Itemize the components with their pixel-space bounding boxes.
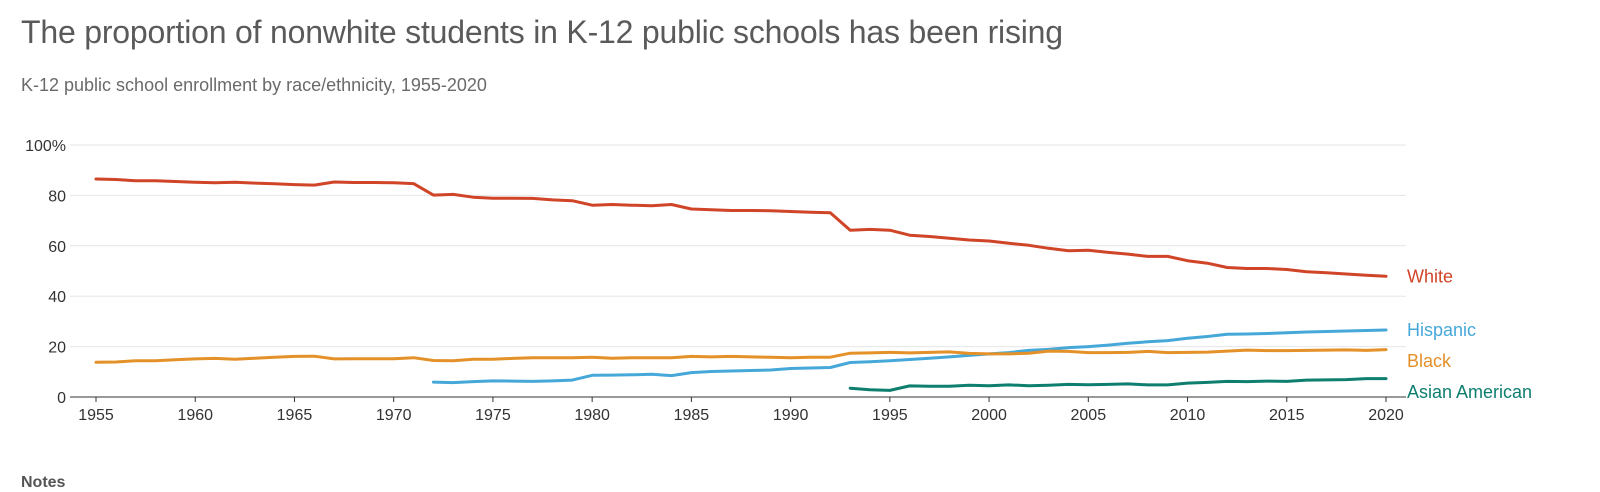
- x-tick-label-2005: 2005: [1071, 407, 1107, 424]
- series-line-black: [94, 348, 1388, 364]
- series-label-white: White: [1407, 266, 1453, 286]
- gridlines: [70, 144, 1406, 398]
- x-tick-label-1985: 1985: [674, 407, 710, 424]
- notes-heading[interactable]: Notes: [21, 474, 66, 491]
- x-tick-label-2015: 2015: [1269, 407, 1305, 424]
- chart-subtitle: K-12 public school enrollment by race/et…: [21, 75, 487, 95]
- y-tick-label-100: 100%: [25, 138, 66, 155]
- series-label-black: Black: [1407, 351, 1452, 371]
- series-label-asian-american: Asian American: [1407, 382, 1532, 402]
- x-tick-label-1955: 1955: [78, 407, 114, 424]
- x-tick-label-1970: 1970: [376, 407, 412, 424]
- y-tick-label-40: 40: [48, 289, 66, 306]
- x-tick-label-1995: 1995: [872, 407, 908, 424]
- y-axis-ticks: 0 20 40 60 80 100%: [25, 138, 66, 407]
- series-lines: [94, 177, 1388, 392]
- series-line-asian-american: [848, 377, 1388, 392]
- x-tick-label-1965: 1965: [277, 407, 313, 424]
- y-tick-label-0: 0: [57, 390, 66, 407]
- series-label-hispanic: Hispanic: [1407, 320, 1476, 340]
- series-line-white: [94, 177, 1388, 278]
- x-tick-label-1960: 1960: [177, 407, 213, 424]
- x-tick-label-1975: 1975: [475, 407, 511, 424]
- x-tick-label-2020: 2020: [1368, 407, 1404, 424]
- y-tick-label-80: 80: [48, 188, 66, 205]
- x-tick-label-1980: 1980: [574, 407, 610, 424]
- chart-title: The proportion of nonwhite students in K…: [21, 14, 1063, 50]
- x-tick-label-1990: 1990: [773, 407, 809, 424]
- series-line-hispanic: [431, 328, 1388, 385]
- y-tick-label-60: 60: [48, 239, 66, 256]
- x-axis: 1955 1960 1965 1970 1975 1980 1985 1990 1995 2000…: [78, 397, 1404, 424]
- y-tick-label-20: 20: [48, 340, 66, 357]
- x-tick-label-2010: 2010: [1170, 407, 1206, 424]
- x-tick-label-2000: 2000: [971, 407, 1007, 424]
- series-labels: White Hispanic Black Asian American: [1407, 266, 1532, 402]
